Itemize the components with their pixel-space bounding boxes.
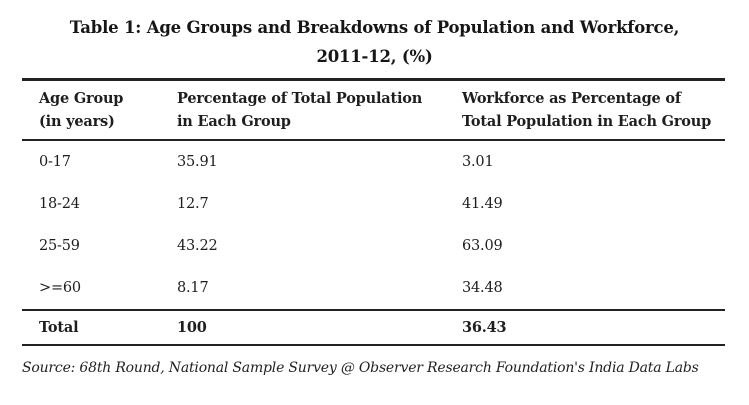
table-title-line2: 2011-12, (%): [316, 47, 433, 66]
column-header-line: in Each Group: [177, 113, 291, 130]
table-total-row: Total 100 36.43: [22, 309, 725, 346]
table-row: 0-17 35.91 3.01: [22, 141, 725, 183]
total-label: Total: [39, 319, 79, 336]
workforce-pct-cell: 34.48: [462, 280, 503, 296]
workforce-pct-cell: 63.09: [462, 238, 503, 254]
column-header-line: Total Population in Each Group: [462, 113, 712, 130]
workforce-pct-cell: 3.01: [462, 154, 494, 170]
table-row: 18-24 12.7 41.49: [22, 183, 725, 225]
age-group-cell: >=60: [39, 280, 81, 296]
column-header-line: (in years): [39, 113, 115, 130]
table-row: 25-59 43.22 63.09: [22, 225, 725, 267]
table-row: >=60 8.17 34.48: [22, 267, 725, 309]
total-workforce-pct: 36.43: [462, 319, 507, 336]
population-pct-cell: 35.91: [177, 154, 218, 170]
total-population-pct: 100: [177, 319, 207, 336]
source-note: Source: 68th Round, National Sample Surv…: [22, 360, 699, 376]
column-header-line: Workforce as Percentage of: [462, 90, 681, 107]
column-header-line: Percentage of Total Population: [177, 90, 423, 107]
column-header-workforce-pct: Workforce as Percentage of Total Populat…: [462, 81, 725, 139]
column-header-age-group: Age Group (in years): [22, 81, 177, 139]
table-header-row: Age Group (in years) Percentage of Total…: [22, 81, 725, 141]
population-pct-cell: 12.7: [177, 196, 209, 212]
population-pct-cell: 8.17: [177, 280, 209, 296]
column-header-population-pct: Percentage of Total Population in Each G…: [177, 81, 462, 139]
workforce-pct-cell: 41.49: [462, 196, 503, 212]
table-title: Table 1: Age Groups and Breakdowns of Po…: [0, 13, 749, 71]
data-table: Age Group (in years) Percentage of Total…: [22, 78, 725, 346]
age-group-cell: 0-17: [39, 154, 71, 170]
column-header-line: Age Group: [39, 90, 124, 107]
table-title-line1: Table 1: Age Groups and Breakdowns of Po…: [69, 18, 680, 37]
age-group-cell: 25-59: [39, 238, 80, 254]
age-group-cell: 18-24: [39, 196, 80, 212]
population-pct-cell: 43.22: [177, 238, 218, 254]
table-body: 0-17 35.91 3.01 18-24 12.7 41.49 25-59 4…: [22, 141, 725, 309]
